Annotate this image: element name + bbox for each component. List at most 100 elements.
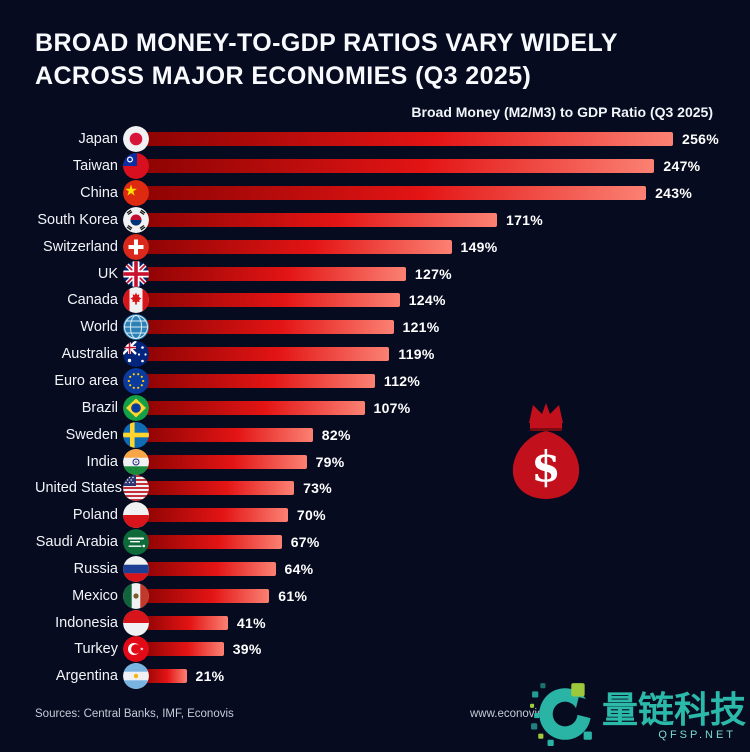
bar-row-taiwan: Taiwan 247% bbox=[35, 153, 725, 180]
value-label-china: 243% bbox=[655, 185, 693, 202]
value-label-euro-area: 112% bbox=[383, 373, 421, 390]
chart-subtitle: Broad Money (M2/M3) to GDP Ratio (Q3 202… bbox=[411, 104, 713, 120]
flag-canada-icon bbox=[123, 287, 149, 314]
flag-united-states-icon bbox=[123, 475, 149, 502]
flag-china-icon bbox=[123, 180, 149, 207]
bar-track-australia: 119% bbox=[143, 346, 725, 362]
flag-argentina-icon bbox=[123, 663, 149, 690]
bar-track-euro-area: 112% bbox=[143, 373, 725, 389]
bar-track-sweden: 82% bbox=[143, 427, 725, 443]
bar-row-brazil: Brazil 107% bbox=[35, 394, 725, 421]
bar-row-turkey: Turkey 39% bbox=[35, 636, 725, 663]
flag-russia-icon bbox=[123, 555, 149, 582]
country-label-euro-area: Euro area bbox=[54, 373, 118, 390]
bar-row-saudi-arabia: Saudi Arabia 67% bbox=[35, 529, 725, 556]
value-label-brazil: 107% bbox=[373, 399, 411, 416]
money-bag-icon: $ bbox=[503, 402, 589, 507]
value-label-indonesia: 41% bbox=[236, 614, 266, 631]
bar-sweden bbox=[143, 427, 313, 442]
bar-track-turkey: 39% bbox=[143, 641, 725, 657]
country-label-canada: Canada bbox=[67, 292, 118, 309]
bar-row-united-states: United States 73% bbox=[35, 475, 725, 502]
bar-track-world: 121% bbox=[143, 319, 725, 335]
bar-track-united-states: 73% bbox=[143, 480, 725, 496]
watermark-brand-text: 量链科技 bbox=[601, 689, 746, 731]
bar-row-russia: Russia 64% bbox=[35, 555, 725, 583]
flag-mexico-icon bbox=[123, 582, 149, 609]
country-label-mexico: Mexico bbox=[72, 587, 118, 604]
value-label-united-states: 73% bbox=[303, 480, 333, 497]
value-label-switzerland: 149% bbox=[460, 238, 498, 255]
bar-world bbox=[143, 320, 394, 335]
bar-indonesia bbox=[143, 615, 228, 630]
bar-taiwan bbox=[143, 159, 655, 174]
bar-row-south-korea: South Korea 171% bbox=[35, 206, 725, 234]
country-label-saudi-arabia: Saudi Arabia bbox=[35, 534, 118, 551]
flag-world-icon bbox=[123, 314, 149, 341]
bar-japan bbox=[143, 132, 673, 147]
bar-track-poland: 70% bbox=[143, 507, 725, 523]
country-label-poland: Poland bbox=[72, 507, 118, 524]
flag-south-korea-icon bbox=[123, 206, 149, 233]
bar-row-uk: UK 127% bbox=[35, 260, 725, 287]
bar-poland bbox=[143, 508, 288, 523]
country-label-uk: UK bbox=[97, 265, 118, 282]
flag-saudi-arabia-icon bbox=[123, 529, 149, 556]
country-label-turkey: Turkey bbox=[74, 641, 118, 658]
bar-row-india: India 79% bbox=[35, 448, 725, 475]
bar-china bbox=[143, 186, 647, 201]
bar-row-poland: Poland 70% bbox=[35, 502, 725, 529]
bar-track-uk: 127% bbox=[143, 266, 725, 282]
page-title: BROAD MONEY-TO-GDP RATIOS VARY WIDELY AC… bbox=[35, 27, 618, 93]
value-label-russia: 64% bbox=[284, 560, 314, 577]
bar-south-korea bbox=[143, 212, 497, 227]
bar-chart: Japan 256% Taiwan 247% China 243% South Korea 1… bbox=[35, 126, 725, 690]
value-label-argentina: 21% bbox=[195, 668, 225, 685]
bar-track-canada: 124% bbox=[143, 292, 725, 308]
bar-row-china: China 243% bbox=[35, 180, 725, 207]
bar-row-sweden: Sweden 82% bbox=[35, 421, 725, 448]
country-label-south-korea: South Korea bbox=[37, 211, 118, 228]
bar-row-mexico: Mexico 61% bbox=[35, 582, 725, 609]
country-label-switzerland: Switzerland bbox=[43, 238, 118, 255]
country-label-taiwan: Taiwan bbox=[72, 158, 118, 175]
flag-sweden-icon bbox=[123, 421, 149, 448]
flag-indonesia-icon bbox=[123, 609, 149, 636]
bar-track-russia: 64% bbox=[143, 561, 725, 577]
flag-switzerland-icon bbox=[123, 233, 149, 260]
flag-turkey-icon bbox=[123, 636, 149, 663]
bar-row-world: World 121% bbox=[35, 314, 725, 341]
bar-argentina bbox=[143, 669, 187, 684]
bar-row-argentina: Argentina 21% bbox=[35, 663, 725, 690]
flag-taiwan-icon bbox=[123, 153, 149, 180]
value-label-canada: 124% bbox=[408, 292, 446, 309]
value-label-turkey: 39% bbox=[232, 641, 262, 658]
flag-japan-icon bbox=[123, 126, 149, 153]
bar-euro-area bbox=[143, 374, 375, 389]
value-label-japan: 256% bbox=[682, 131, 720, 148]
bar-track-india: 79% bbox=[143, 454, 725, 470]
country-label-russia: Russia bbox=[73, 560, 118, 577]
country-label-united-states: United States bbox=[35, 480, 123, 497]
flag-australia-icon bbox=[123, 341, 149, 368]
value-label-saudi-arabia: 67% bbox=[290, 534, 320, 551]
bar-track-saudi-arabia: 67% bbox=[143, 534, 725, 550]
dollar-sign: $ bbox=[531, 442, 560, 491]
bar-track-taiwan: 247% bbox=[143, 158, 725, 174]
bar-track-japan: 256% bbox=[143, 131, 725, 147]
bar-switzerland bbox=[143, 239, 452, 254]
country-label-india: India bbox=[86, 453, 118, 470]
value-label-taiwan: 247% bbox=[663, 158, 701, 175]
bar-united-states bbox=[143, 481, 295, 496]
bar-australia bbox=[143, 347, 390, 362]
bar-row-canada: Canada 124% bbox=[35, 287, 725, 314]
bar-track-switzerland: 149% bbox=[143, 239, 725, 255]
country-label-indonesia: Indonesia bbox=[55, 614, 118, 631]
flag-india-icon bbox=[123, 448, 149, 475]
page-title-line1: BROAD MONEY-TO-GDP RATIOS VARY WIDELY bbox=[35, 29, 618, 57]
flag-brazil-icon bbox=[123, 394, 149, 421]
value-label-australia: 119% bbox=[398, 346, 435, 363]
value-label-south-korea: 171% bbox=[506, 211, 544, 228]
country-label-sweden: Sweden bbox=[65, 426, 118, 443]
bar-mexico bbox=[143, 588, 270, 603]
